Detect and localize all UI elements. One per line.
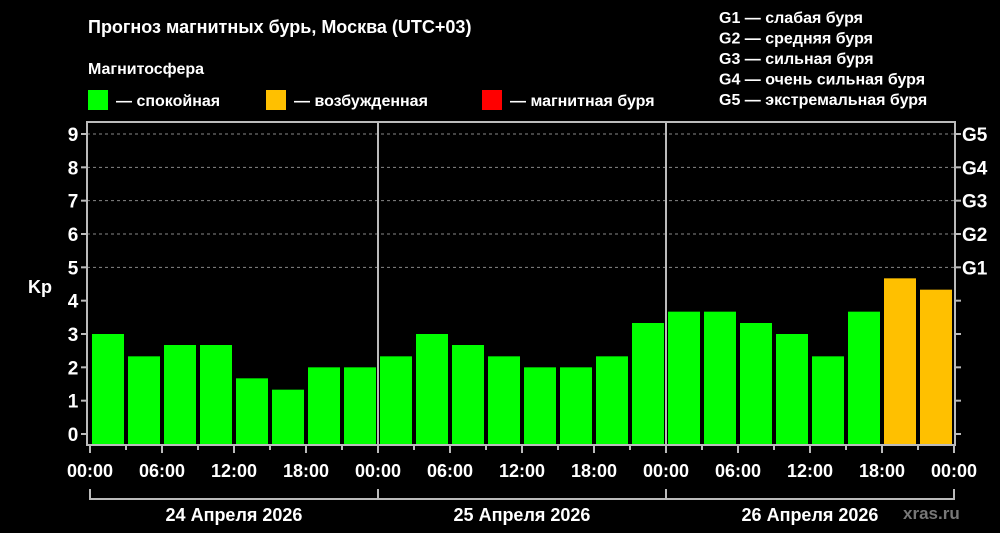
- y-tick-label: 6: [68, 225, 79, 246]
- kp-bar: [704, 311, 736, 445]
- day-bracket: [89, 489, 379, 500]
- y-tick-label: 8: [68, 158, 79, 179]
- kp-bar: [488, 356, 520, 445]
- y-tick-label: 4: [68, 292, 79, 313]
- kp-bar: [596, 356, 628, 445]
- storm-scale-legend: G1 — слабая буря G2 — средняя буря G3 — си…: [719, 10, 927, 109]
- kp-bar: [740, 323, 772, 445]
- y-tick-label: 2: [68, 358, 79, 379]
- storm-scale-item: G5 — экстремальная буря: [719, 92, 927, 109]
- x-tick-label: 00:00: [931, 461, 977, 481]
- y-tick-label: 1: [68, 392, 79, 413]
- g-scale-label: G3: [962, 192, 987, 213]
- day-bracket: [377, 489, 667, 500]
- g-scale-label: G1: [962, 258, 988, 279]
- storm-scale-item: G4 — очень сильная буря: [719, 72, 925, 89]
- kp-bar: [200, 345, 232, 445]
- x-tick-label: 00:00: [355, 461, 401, 481]
- day-label: 24 Апреля 2026: [166, 505, 303, 525]
- legend-swatch: [482, 90, 502, 110]
- legend-swatch: [88, 90, 108, 110]
- day-label: 25 Апреля 2026: [454, 505, 591, 525]
- kp-bar: [884, 278, 916, 445]
- kp-bar: [308, 367, 340, 445]
- x-tick-label: 18:00: [571, 461, 617, 481]
- x-tick-label: 00:00: [643, 461, 689, 481]
- day-label: 26 Апреля 2026: [742, 505, 879, 525]
- x-tick-label: 18:00: [859, 461, 905, 481]
- storm-scale-item: G1 — слабая буря: [719, 10, 863, 27]
- kp-bar: [236, 378, 268, 445]
- x-tick-label: 00:00: [67, 461, 113, 481]
- kp-bar: [92, 334, 124, 445]
- g-scale-label: G5: [962, 125, 988, 146]
- legend-swatch: [266, 90, 286, 110]
- watermark: xras.ru: [903, 504, 960, 523]
- kp-bar: [380, 356, 412, 445]
- y-axis-label: Kp: [28, 277, 52, 297]
- day-bracket: [665, 489, 955, 500]
- legend: — спокойная — возбужденная — магнитная бур…: [88, 90, 655, 110]
- kp-bar: [668, 311, 700, 445]
- kp-bar: [812, 356, 844, 445]
- storm-scale-item: G3 — сильная буря: [719, 51, 874, 68]
- x-tick-label: 18:00: [283, 461, 329, 481]
- kp-bar: [452, 345, 484, 445]
- plot-area: 0 1 2 3 4 5 6 7 8 9 G1 G2 G3 G4 G5 00:00 06:00 12:00 18:00…: [67, 121, 988, 525]
- kp-bar: [560, 367, 592, 445]
- kp-bar: [776, 334, 808, 445]
- legend-label: — спокойная: [116, 93, 220, 110]
- g-scale-label: G4: [962, 158, 988, 179]
- kp-bar: [128, 356, 160, 445]
- x-tick-label: 06:00: [139, 461, 185, 481]
- storm-scale-item: G2 — средняя буря: [719, 31, 873, 48]
- kp-bar: [524, 367, 556, 445]
- g-scale-label: G2: [962, 225, 987, 246]
- kp-bar: [344, 367, 376, 445]
- kp-bar: [848, 311, 880, 445]
- legend-title: Магнитосфера: [88, 61, 204, 78]
- kp-bar: [272, 389, 304, 445]
- kp-bar: [920, 289, 952, 445]
- x-tick-label: 12:00: [211, 461, 257, 481]
- y-tick-label: 7: [68, 192, 79, 213]
- y-tick-label: 9: [68, 125, 79, 146]
- legend-label: — возбужденная: [294, 93, 428, 110]
- chart-title: Прогноз магнитных бурь, Москва (UTC+03): [88, 17, 471, 37]
- kp-bar: [164, 345, 196, 445]
- y-tick-label: 0: [68, 425, 79, 446]
- x-tick-label: 12:00: [499, 461, 545, 481]
- kp-bar: [632, 323, 664, 445]
- x-tick-label: 06:00: [427, 461, 473, 481]
- x-tick-label: 06:00: [715, 461, 761, 481]
- y-tick-label: 5: [68, 258, 79, 279]
- kp-bar: [416, 334, 448, 445]
- legend-label: — магнитная буря: [510, 93, 655, 110]
- x-tick-label: 12:00: [787, 461, 833, 481]
- y-tick-label: 3: [68, 325, 79, 346]
